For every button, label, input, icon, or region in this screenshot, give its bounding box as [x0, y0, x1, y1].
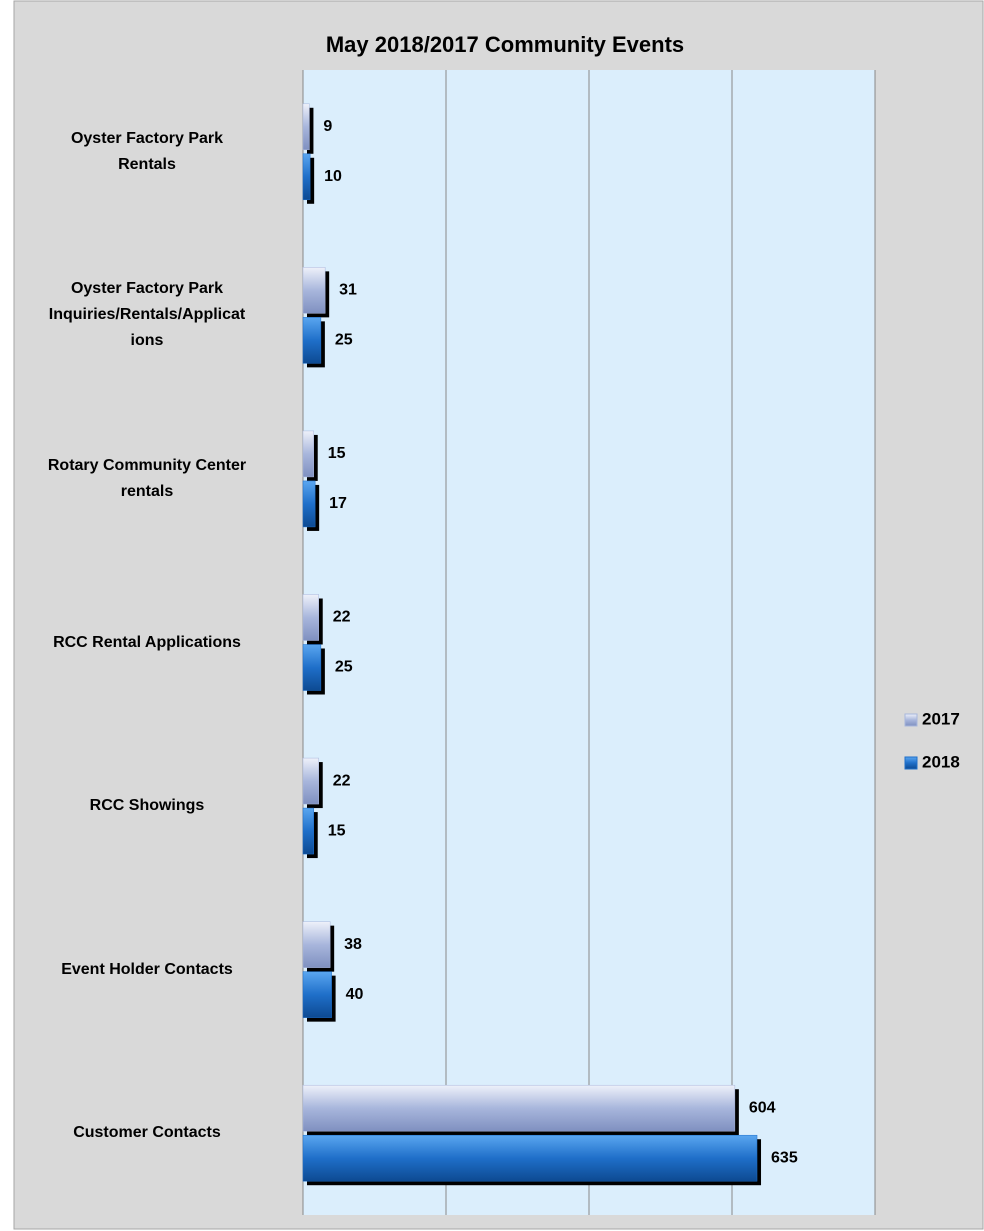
- bar: [302, 594, 319, 641]
- bar: [302, 267, 326, 314]
- value-label: 40: [346, 986, 364, 1003]
- value-label: 31: [339, 282, 357, 299]
- category-label: Oyster Factory Park Rentals: [70, 129, 224, 173]
- value-label: 22: [333, 609, 351, 626]
- value-label: 17: [329, 495, 347, 512]
- value-label: 9: [323, 118, 332, 135]
- value-label: 25: [335, 659, 353, 676]
- category-label: Rotary Community Center rentals: [47, 456, 247, 500]
- value-label: 635: [771, 1149, 798, 1166]
- legend-label: 2017: [922, 709, 960, 728]
- category-label: Event Holder Contacts: [61, 960, 233, 978]
- bar: [302, 921, 331, 968]
- bar: [302, 1134, 758, 1182]
- category-label: RCC Rental Applications: [53, 633, 241, 651]
- bar: [302, 103, 310, 151]
- bar: [302, 757, 319, 805]
- value-label: 25: [335, 332, 353, 349]
- value-label: 38: [344, 936, 362, 953]
- bar-shadow: [307, 107, 314, 154]
- bar: [302, 1084, 736, 1132]
- category-label: Customer Contacts: [73, 1124, 221, 1142]
- value-label: 15: [328, 822, 346, 839]
- bar: [302, 317, 322, 364]
- value-label: 15: [328, 445, 346, 462]
- value-label: 10: [324, 168, 342, 185]
- legend-label: 2018: [922, 752, 960, 771]
- bar: [302, 480, 316, 528]
- legend-swatch: [904, 713, 918, 727]
- category-label: Oyster Factory Park Inquiries/Rentals/Ap…: [48, 280, 246, 350]
- chart-title: May 2018/2017 Community Events: [326, 32, 684, 57]
- bar: [302, 430, 314, 478]
- legend-swatch: [904, 756, 918, 770]
- bar: [302, 644, 322, 691]
- category-label: RCC Showings: [89, 797, 205, 815]
- value-label: 22: [333, 772, 351, 789]
- bar-shadow: [307, 157, 315, 204]
- value-label: 604: [749, 1099, 776, 1116]
- bar: [302, 153, 311, 201]
- bar: [302, 807, 314, 855]
- bar: [302, 971, 332, 1018]
